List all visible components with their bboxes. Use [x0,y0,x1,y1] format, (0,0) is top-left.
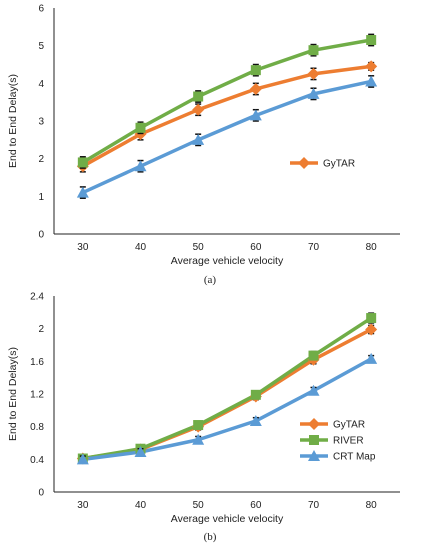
series-line [81,64,372,168]
data-point [193,420,204,431]
y-axis-label: End to End Delay(s) [7,74,19,168]
x-tick-label: 70 [308,500,320,511]
x-tick-label: 40 [135,500,147,511]
data-point [192,133,205,145]
x-tick-label: 80 [366,242,378,253]
x-axis-label: Average vehicle velocity [171,513,284,525]
y-tick-label: 1 [38,192,44,203]
y-tick-label: 0.4 [30,455,44,466]
data-point [135,122,146,133]
data-point [249,82,262,95]
y-tick-label: 3 [38,117,44,128]
data-point [365,75,378,87]
data-point [366,313,377,324]
legend-marker [298,157,310,169]
series-line [81,38,372,164]
x-tick-label: 30 [77,500,89,511]
chart-1: 0 1 2 3 4 5 6 30 40 50 60 70 80 Average vehicle veloc… [7,4,400,286]
data-point [366,35,377,46]
panel-label: (b) [204,531,217,543]
data-point [365,352,378,364]
data-point [365,60,378,73]
x-tick-label: 70 [308,242,320,253]
series-line [82,357,373,462]
legend-marker [308,450,320,461]
y-tick-label: 0 [38,488,44,499]
data-point [193,91,204,102]
legend-label: CRT Map [333,452,376,463]
data-point [134,445,147,457]
data-point [77,157,88,168]
x-tick-label: 40 [135,242,147,253]
data-point [76,186,89,198]
data-point [307,384,320,396]
data-point [250,65,261,76]
y-tick-label: 6 [38,4,44,15]
panel-label: (a) [204,274,217,286]
series-line [82,316,373,461]
data-point [365,323,378,336]
legend-marker [309,435,319,445]
x-tick-label: 60 [250,500,262,511]
legend-marker [308,418,320,430]
x-axis-label: Average vehicle velocity [171,255,284,267]
y-tick-label: 2.4 [30,292,44,303]
y-tick-label: 0 [38,230,44,241]
x-tick-label: 60 [250,242,262,253]
data-point [250,389,261,400]
data-point [308,350,319,361]
data-point [308,45,319,56]
y-tick-label: 0.8 [30,422,44,433]
data-point [192,103,205,116]
y-axis-label: End to End Delay(s) [7,347,19,441]
x-tick-label: 50 [193,500,205,511]
data-point [76,453,89,465]
x-tick-label: 80 [366,500,378,511]
chart-2: 0 0.4 0.8 1.2 1.6 2 2.4 30 40 50 60 70 80 Average veh… [7,292,400,543]
data-point [307,67,320,80]
y-tick-label: 4 [38,79,44,90]
data-point [249,109,262,121]
legend-label: GyTAR [323,159,355,170]
data-point [249,414,262,426]
x-tick-label: 50 [193,242,205,253]
y-tick-label: 2 [38,324,44,335]
data-point [134,160,147,172]
data-point [192,433,205,445]
y-tick-label: 5 [38,41,44,52]
series-line [82,79,372,195]
y-tick-label: 1.6 [30,357,44,368]
data-point [307,87,320,99]
legend-label: GyTAR [333,420,365,431]
legend-label: RIVER [333,436,364,447]
x-tick-label: 30 [77,242,89,253]
y-tick-label: 1.2 [30,390,44,401]
y-tick-label: 2 [38,154,44,165]
